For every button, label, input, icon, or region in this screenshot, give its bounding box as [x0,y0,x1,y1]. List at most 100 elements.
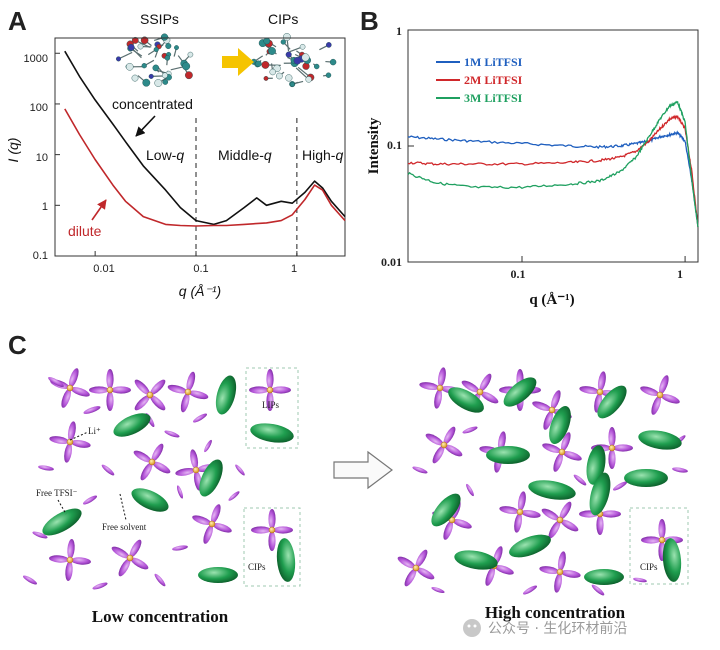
lips-box [245,367,299,449]
molecule-atom [276,72,283,80]
panel-a-plot-frame [54,37,346,257]
solvent-ellipse [528,480,576,500]
molecule-atom [261,61,270,69]
low-concentration-caption: Low concentration [92,607,229,626]
solvent-ellipse [624,469,668,487]
anion-arm [71,557,91,565]
b-xtick-label: 1 [677,267,683,281]
anion-arm [543,410,554,430]
li-ion [66,438,74,446]
li-tfsi-cluster [499,491,541,533]
molecule-atom [162,79,169,85]
li-tfsi-cluster [539,551,581,593]
anion-arm [118,558,131,577]
anion-arm [67,539,75,559]
li-tfsi-cluster [111,539,149,577]
anion-arm [494,564,514,575]
anion-arm [553,452,564,472]
molecule-atom [131,37,139,44]
anion-ellipse [612,481,628,491]
anion-arm [479,373,492,392]
anion-ellipse [431,586,445,594]
free-tfsi-label: Free TFSI⁻ [36,488,78,498]
molecule-atom [153,47,159,53]
anion-ellipse [172,545,188,551]
anion-arm [397,556,416,569]
watermark: 公众号 · 生化环材前沿 [463,619,627,637]
anion-arm [129,539,142,558]
anion-ellipse [38,465,54,471]
anion-arm [539,566,560,575]
anion-arm [658,375,669,395]
anion-arm [443,520,454,540]
li-ion [146,391,154,399]
anion-ellipse [22,575,38,585]
li-tfsi-cluster [397,549,435,587]
a-ytick-label: 1 [42,201,48,213]
molecule-atom [280,39,286,45]
li-ion [148,458,156,466]
anion-arm [425,433,444,446]
li-ion [516,508,524,516]
anion-arm [404,568,417,587]
li-ion [184,388,192,396]
anion-arm [520,509,541,518]
li-ion [448,516,456,524]
anion-arm [517,491,526,512]
solvent-ellipse [638,430,682,450]
high-concentration-scene [397,367,688,596]
low-concentration-scene [22,368,296,590]
solvent-ellipse [276,538,296,582]
anion-ellipse [83,406,101,414]
ssips-label: SSIPs [140,11,179,27]
anion-arm [249,386,269,394]
li-ion [556,568,564,576]
panel-b: B 1 0.1 0.01 0.1 1 q (Å⁻¹) Intensity 1M … [360,6,699,308]
solvent-ellipse [113,413,151,437]
solvent-ellipse [448,387,484,413]
b-xtick-label: 0.1 [511,267,526,281]
anion-arm [266,391,274,411]
panel-b-series [407,100,699,228]
molecule-atom [141,63,147,69]
molecule-atom [325,42,332,48]
anion-ellipse [462,426,478,434]
lips-label: LIPs [262,400,280,410]
legend-label-1m: 1M LiTFSI [464,55,523,69]
ssips-molecule-illustration [115,33,194,87]
anion-arm [601,510,621,518]
free-solvent-leader [119,493,127,521]
anion-arm [212,522,232,533]
a-x-axis-label: q (Å⁻¹) [179,283,221,299]
anion-arm [608,427,616,447]
low-q-label: Low-q [146,147,184,163]
li-ion [66,384,74,392]
anion-arm [557,551,566,572]
anion-arm [49,555,69,563]
a-series-concentrated [64,50,346,226]
a-ytick-label: 1000 [24,53,48,65]
anion-arm [134,379,150,395]
anion-arm [550,390,561,410]
solvent-ellipse [662,538,682,582]
anion-ellipse [192,413,208,423]
li-ion [476,388,484,396]
li-ion [658,536,666,544]
solvent-ellipse [486,446,530,464]
molecule-atom [268,47,276,55]
molecule-atom [263,37,271,45]
anion-ellipse [633,577,647,583]
molecule-atom [285,51,292,58]
watermark-text: 公众号 · 生化环材前沿 [488,620,627,637]
anion-arm [61,388,72,408]
anion-arm [452,518,472,529]
molecule-atom [299,44,306,50]
cips-label-high: CIPs [640,562,658,572]
li-tfsi-cluster [49,421,91,463]
b-x-axis-label: q (Å⁻¹) [529,292,574,308]
li-ion [192,466,200,474]
a-ytick-label: 100 [30,102,48,114]
anion-arm [548,520,561,539]
li-ion [548,406,556,414]
molecule-atom [160,33,169,41]
